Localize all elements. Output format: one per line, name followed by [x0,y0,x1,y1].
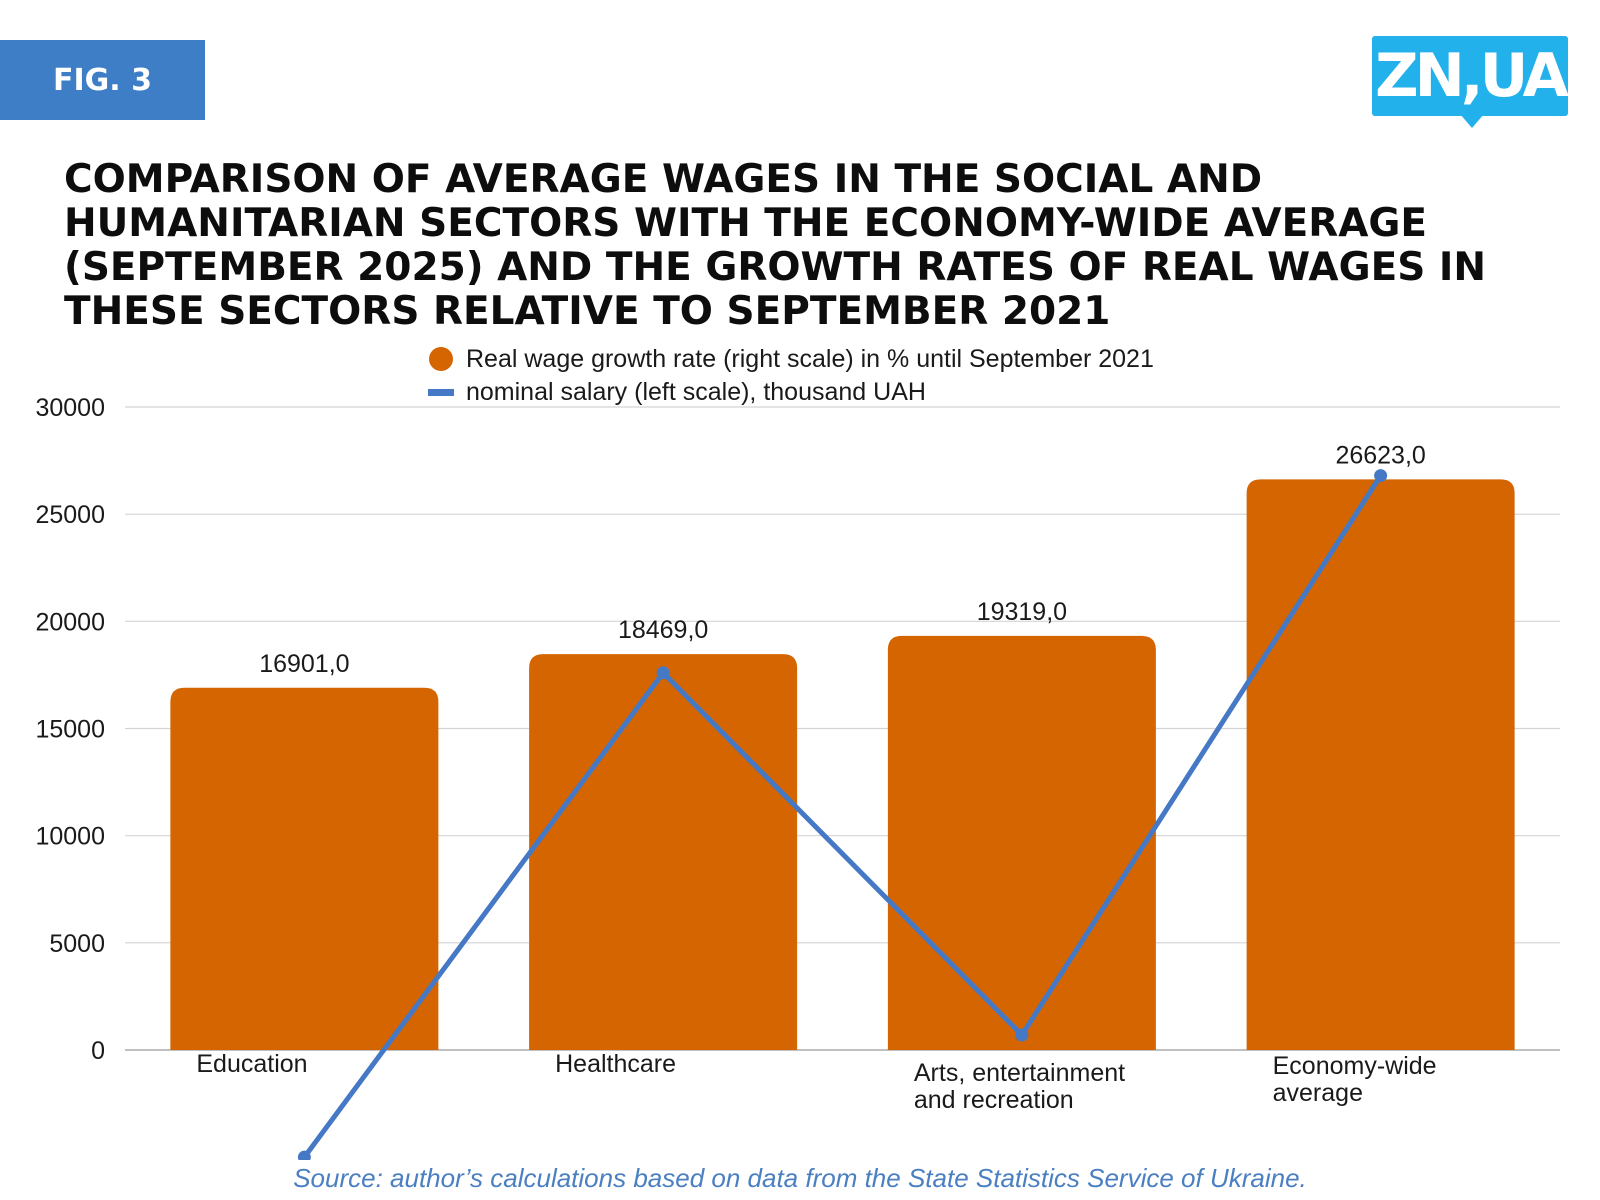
legend: Real wage growth rate (right scale) in %… [428,345,1154,406]
legend-marker-bar [429,347,453,371]
y-tick-label: 0 [91,1037,105,1065]
bar [529,654,798,1050]
y-tick-label: 30000 [35,394,105,422]
y-tick-label: 25000 [35,501,105,529]
legend-label-bar: Real wage growth rate (right scale) in %… [466,345,1154,373]
bar [170,687,439,1050]
y-tick-label: 10000 [35,823,105,851]
category-label: Arts, entertainment and recreation [914,1059,1125,1114]
bar [887,635,1156,1050]
bar-value-label: 16901,0 [259,650,349,678]
line-series-path [302,474,1383,1159]
y-tick-label: 5000 [49,930,105,958]
bar-value-label: 26623,0 [1335,441,1425,469]
logo-text: ZN,UA [1375,41,1569,111]
bars [170,479,1515,1050]
line-series [297,469,1388,1160]
source-note: Source: author’s calculations based on d… [293,1163,1307,1193]
chart: 0 5000 10000 15000 20000 25000 30000 16901,0 18… [35,345,1560,1160]
category-label: Education [196,1050,307,1078]
category-labels: Education Healthcare Arts, entertainment an… [196,1050,1436,1114]
bar [1246,479,1515,1050]
category-label: Healthcare [555,1050,676,1078]
line-point [297,1150,311,1160]
bar-value-labels: 16901,0 18469,0 19319,0 26623,0 [259,441,1426,677]
y-axis-ticks: 0 5000 10000 15000 20000 25000 30000 [35,394,105,1065]
chart-title: COMPARISON OF AVERAGE WAGES IN THE SOCIA… [64,157,1487,334]
bar-value-label: 19319,0 [977,598,1067,626]
legend-marker-line [428,389,454,396]
line-point [656,666,670,680]
figure-label: FIG. 3 [0,40,205,120]
bar-value-label: 18469,0 [618,616,708,644]
line-point [1015,1028,1029,1042]
y-tick-label: 20000 [35,608,105,636]
legend-label-line: nominal salary (left scale), thousand UA… [466,378,926,406]
line-point [1374,469,1388,483]
y-tick-label: 15000 [35,716,105,744]
brand-logo: ZN,UA [1372,36,1569,128]
category-label: Economy-wide average [1273,1052,1437,1107]
